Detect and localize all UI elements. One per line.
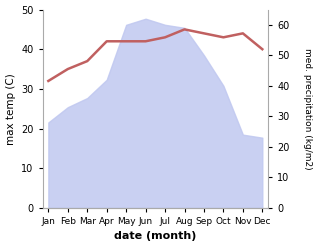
Y-axis label: max temp (C): max temp (C) xyxy=(5,73,16,144)
X-axis label: date (month): date (month) xyxy=(114,231,197,242)
Y-axis label: med. precipitation (kg/m2): med. precipitation (kg/m2) xyxy=(303,48,313,169)
